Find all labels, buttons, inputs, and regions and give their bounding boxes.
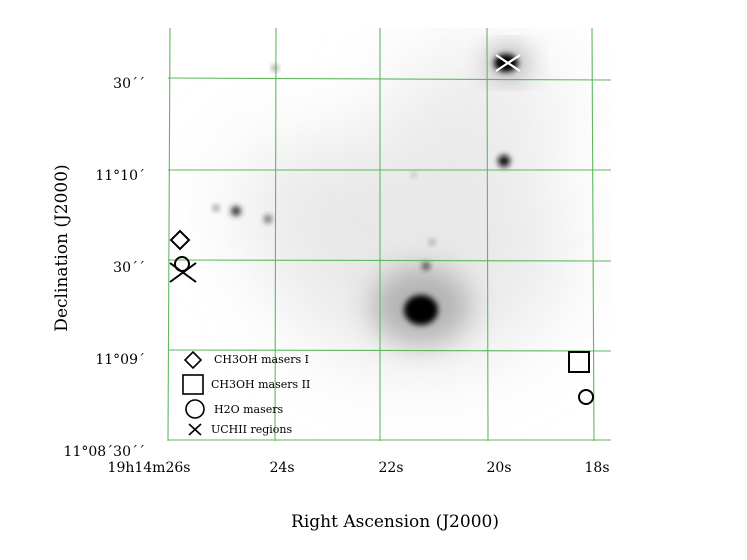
- x-tick-label: 24s: [270, 460, 295, 476]
- legend-label-h2o: H2O masers: [214, 403, 284, 416]
- x-axis-title: Right Ascension (J2000): [291, 512, 499, 532]
- x-tick-label: 22s: [379, 460, 404, 476]
- legend-item-circle: H2O masers: [185, 399, 284, 419]
- y-tick-label: 11°09´: [95, 352, 145, 368]
- y-tick-labels: 30´´ 11°10´ 30´´ 11°09´ 11°08´30´´: [64, 76, 145, 460]
- uchii-region-marker: [169, 262, 197, 283]
- x-tick-label: 20s: [487, 460, 512, 476]
- y-tick-label: 30´´: [113, 76, 145, 92]
- x-tick-labels: 19h14m26s 24s 22s 20s 18s: [108, 460, 610, 476]
- legend-label-ch3oh-I: CH3OH masers I: [214, 353, 309, 366]
- y-tick-label: 11°10´: [95, 168, 145, 184]
- legend-item-square: CH3OH masers II: [182, 374, 310, 395]
- coordinate-grid: [167, 27, 612, 442]
- uchii-region-marker-2: [495, 54, 521, 72]
- legend-item-cross: UCHII regions: [188, 423, 293, 436]
- legend-label-uchii: UCHII regions: [211, 423, 293, 436]
- faint-sources: [213, 65, 510, 270]
- h2o-maser-marker-2: [578, 389, 594, 405]
- ch3oh-maser-I-marker: [169, 229, 191, 251]
- markers: [169, 54, 594, 405]
- bright-source-main: [404, 295, 438, 325]
- legend-label-ch3oh-II: CH3OH masers II: [211, 378, 310, 391]
- x-tick-label: 19h14m26s: [108, 460, 191, 476]
- legend-item-diamond: CH3OH masers I: [183, 350, 309, 370]
- y-tick-label: 11°08´30´´: [64, 444, 145, 460]
- y-axis-title: Declination (J2000): [52, 164, 72, 331]
- y-tick-label: 30´´: [113, 260, 145, 276]
- x-tick-label: 18s: [585, 460, 610, 476]
- legend: CH3OH masers I CH3OH masers II H2O maser…: [182, 350, 310, 436]
- ch3oh-maser-II-marker: [568, 351, 590, 373]
